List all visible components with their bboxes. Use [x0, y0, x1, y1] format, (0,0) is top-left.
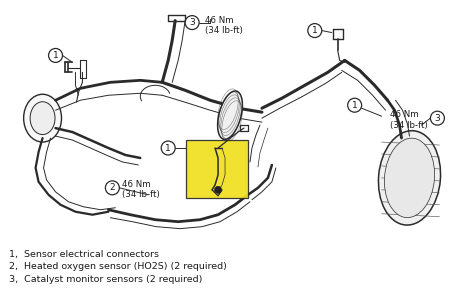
Ellipse shape — [378, 131, 440, 225]
Text: 46 Nm
(34 lb-ft): 46 Nm (34 lb-ft) — [205, 16, 243, 35]
Text: 2,  Heated oxygen sensor (HO2S) (2 required): 2, Heated oxygen sensor (HO2S) (2 requir… — [9, 263, 227, 271]
Text: 1: 1 — [53, 51, 58, 60]
Text: 1: 1 — [352, 101, 357, 110]
Text: 3,  Catalyst monitor sensors (2 required): 3, Catalyst monitor sensors (2 required) — [9, 275, 202, 285]
Circle shape — [308, 23, 322, 38]
FancyBboxPatch shape — [186, 140, 248, 198]
Text: 46 Nm
(34 lb-ft): 46 Nm (34 lb-ft) — [122, 180, 160, 199]
Circle shape — [105, 181, 119, 195]
Ellipse shape — [24, 94, 62, 142]
Text: 2: 2 — [109, 183, 115, 192]
Circle shape — [430, 111, 445, 125]
Ellipse shape — [218, 91, 242, 139]
Text: 3: 3 — [189, 18, 195, 27]
Circle shape — [185, 16, 199, 30]
Ellipse shape — [384, 138, 435, 217]
Text: 46 Nm
(34 lb-ft): 46 Nm (34 lb-ft) — [390, 110, 427, 130]
Circle shape — [48, 48, 63, 63]
Text: 3: 3 — [435, 114, 440, 123]
Text: 1: 1 — [312, 26, 318, 35]
Circle shape — [215, 186, 221, 193]
Circle shape — [161, 141, 175, 155]
Text: 1,  Sensor electrical connectors: 1, Sensor electrical connectors — [9, 249, 159, 259]
Text: 1: 1 — [165, 144, 171, 152]
Ellipse shape — [30, 102, 55, 135]
Circle shape — [347, 98, 362, 112]
